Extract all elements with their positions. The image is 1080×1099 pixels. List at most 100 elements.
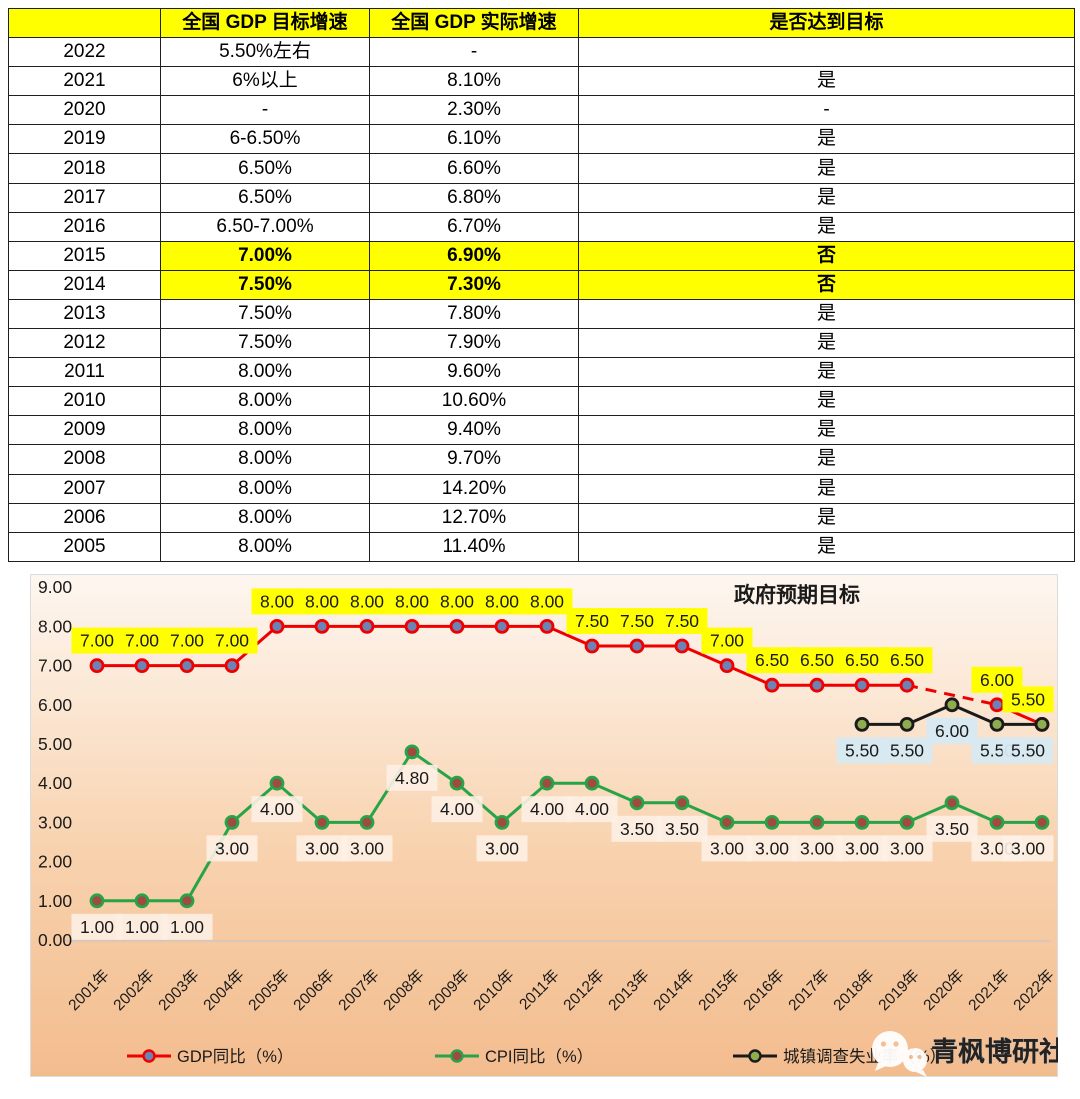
data-label-bg xyxy=(476,835,528,862)
series-2-marker xyxy=(854,716,870,732)
table-row: 2012 7.50% 7.90% 是 xyxy=(8,328,1075,359)
data-label: 5.50 xyxy=(890,740,924,760)
data-label: 6.50 xyxy=(755,650,789,670)
y-axis-label: 8.00 xyxy=(38,616,72,636)
data-label: 8.00 xyxy=(485,591,519,611)
table-row: 2019 6-6.50% 6.10% 是 xyxy=(8,124,1075,155)
data-label-bg xyxy=(161,913,213,940)
cell-actual: 7.90% xyxy=(369,328,579,359)
series-1-marker xyxy=(899,814,915,830)
cell-year: 2022 xyxy=(8,37,161,68)
cell-year: 2006 xyxy=(8,502,161,533)
data-label: 7.50 xyxy=(665,611,699,631)
cell-target: 8.00% xyxy=(160,444,370,475)
data-label-bg xyxy=(71,627,123,654)
cell-met: 是 xyxy=(578,182,1075,213)
table-row: 2021 6%以上 8.10% 是 xyxy=(8,66,1075,97)
cell-target: 7.50% xyxy=(160,269,370,300)
cell-year: 2013 xyxy=(8,298,161,330)
cell-met: 是 xyxy=(578,298,1075,330)
data-label-bg xyxy=(566,608,618,634)
data-label: 7.00 xyxy=(125,631,159,651)
data-label-bg xyxy=(116,627,168,654)
cell-met: 是 xyxy=(578,531,1075,562)
series-0-marker xyxy=(89,658,105,673)
column-header xyxy=(8,7,161,39)
table-row: 2018 6.50% 6.60% 是 xyxy=(8,153,1075,184)
series-0-marker xyxy=(674,638,690,654)
table-row: 2007 8.00% 14.20% 是 xyxy=(8,473,1075,504)
series-1-marker xyxy=(989,814,1005,830)
cell-actual: 11.40% xyxy=(369,531,579,562)
cell-year: 2007 xyxy=(8,473,161,504)
data-label-bg xyxy=(836,737,888,764)
cell-actual: 6.90% xyxy=(369,240,579,271)
cell-year: 2008 xyxy=(8,444,161,475)
series-1-marker xyxy=(1034,814,1050,830)
data-label: 6.50 xyxy=(890,650,924,670)
series-0-marker xyxy=(764,677,780,693)
data-label-bg xyxy=(791,647,843,674)
cell-actual: 10.60% xyxy=(369,386,579,417)
data-label: 3.00 xyxy=(800,838,834,858)
table-row: 2016 6.50-7.00% 6.70% 是 xyxy=(8,211,1075,242)
cell-actual: 6.70% xyxy=(369,211,579,242)
data-label-bg xyxy=(746,835,798,862)
y-axis-label: 7.00 xyxy=(38,656,72,676)
data-label-bg xyxy=(1002,686,1054,713)
cell-year: 2018 xyxy=(8,153,161,184)
cell-actual: 12.70% xyxy=(369,502,579,533)
cell-actual: 6.80% xyxy=(369,182,579,213)
series-1-marker xyxy=(674,795,690,811)
cell-met: 是 xyxy=(578,386,1075,417)
cell-met: - xyxy=(578,95,1075,126)
cell-actual: 9.60% xyxy=(369,357,579,388)
data-label: 8.00 xyxy=(350,591,384,611)
series-1-marker xyxy=(359,814,375,830)
data-label-bg xyxy=(386,588,438,615)
cell-target: 7.50% xyxy=(160,328,370,359)
data-label: 6.50 xyxy=(800,650,834,670)
data-label-bg xyxy=(701,835,753,862)
data-label-bg xyxy=(1002,737,1054,764)
gdp-target-chart: 0.00 1.00 2.00 3.00 4.00 5.00 6.00 7.00 8.00 9.00… xyxy=(30,574,1058,1077)
series-1-segment xyxy=(681,801,728,824)
data-label-bg xyxy=(521,588,573,615)
data-label: 8.00 xyxy=(395,591,429,611)
cell-target: 5.50%左右 xyxy=(160,37,370,68)
cell-actual: 14.20% xyxy=(369,473,579,504)
watermark-text: 青枫博研社 xyxy=(931,1036,1058,1067)
series-0-marker xyxy=(854,677,870,693)
cell-met: 是 xyxy=(578,357,1075,388)
series-0-marker xyxy=(359,619,375,634)
series-0-marker xyxy=(449,619,465,634)
series-1-marker xyxy=(179,893,195,909)
series-1-marker xyxy=(944,795,960,811)
data-label-bg xyxy=(206,627,258,654)
cell-target: 6%以上 xyxy=(160,66,370,97)
cell-actual: - xyxy=(369,37,579,68)
series-0-marker xyxy=(539,619,555,634)
cell-target: 6-6.50% xyxy=(160,124,370,155)
cell-met: 是 xyxy=(578,66,1075,97)
series-1-marker xyxy=(404,744,420,760)
data-label: 3.00 xyxy=(845,838,879,858)
data-label: 4.80 xyxy=(395,768,429,788)
data-label: 4.00 xyxy=(575,799,609,819)
cell-target: - xyxy=(160,95,370,126)
series-1-segment xyxy=(906,801,953,824)
cell-year: 2010 xyxy=(8,386,161,417)
cell-met: 是 xyxy=(578,211,1075,242)
cell-actual: 6.10% xyxy=(369,124,579,155)
table-row: 2020-2.30% - xyxy=(8,95,1075,126)
data-label-bg xyxy=(71,913,123,940)
data-label: 3.00 xyxy=(350,838,384,858)
cell-actual: 7.80% xyxy=(369,298,579,330)
series-0-marker xyxy=(224,658,240,673)
chart-svg: 0.00 1.00 2.00 3.00 4.00 5.00 6.00 7.00 8.00 9.00… xyxy=(30,574,1058,1077)
y-axis-label: 0.00 xyxy=(38,930,72,950)
data-label-bg xyxy=(836,835,888,862)
data-label-bg xyxy=(881,835,933,862)
table-row: 2015 7.00% 6.90% 否 xyxy=(8,240,1075,271)
table-row: 2013 7.50% 7.80% 是 xyxy=(8,298,1075,330)
